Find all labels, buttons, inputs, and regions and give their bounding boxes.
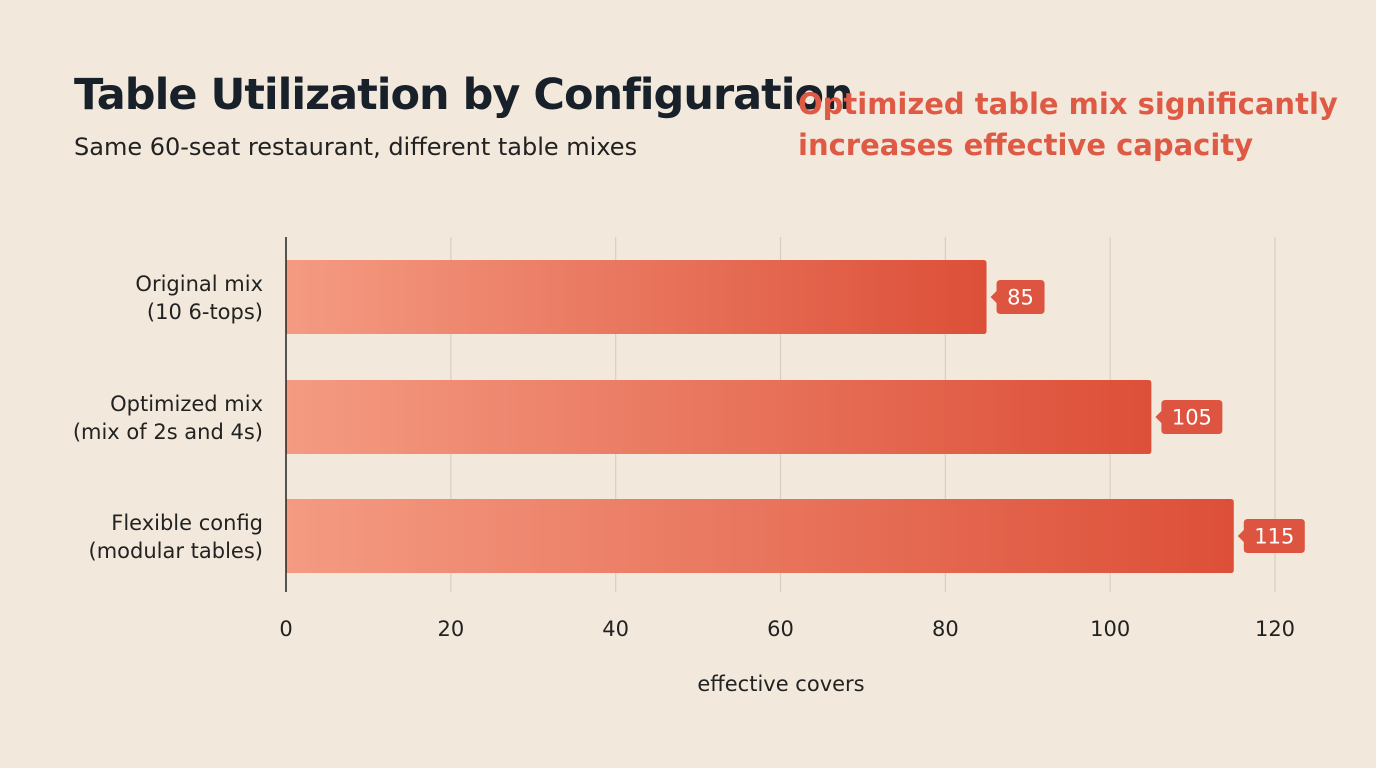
category-label: (mix of 2s and 4s) bbox=[73, 420, 263, 444]
x-tick-label: 40 bbox=[602, 617, 629, 641]
bar bbox=[286, 260, 987, 334]
category-label: (10 6-tops) bbox=[147, 300, 263, 324]
bar bbox=[286, 499, 1234, 573]
chart-annotation: Optimized table mix significantly increa… bbox=[798, 87, 1338, 162]
category-label: Optimized mix bbox=[110, 392, 263, 416]
x-tick-label: 20 bbox=[437, 617, 464, 641]
category-label: (modular tables) bbox=[89, 539, 263, 563]
x-tick-label: 120 bbox=[1255, 617, 1295, 641]
data-label-badge bbox=[990, 280, 1045, 314]
data-label: 115 bbox=[1254, 525, 1294, 549]
category-label: Flexible config bbox=[111, 511, 263, 535]
chart-subtitle: Same 60-seat restaurant, different table… bbox=[74, 133, 638, 161]
chart-title: Table Utilization by Configuration bbox=[74, 70, 854, 120]
data-label-badge bbox=[1237, 519, 1305, 553]
x-axis-label: effective covers bbox=[697, 672, 864, 696]
x-tick-label: 100 bbox=[1090, 617, 1130, 641]
category-label: Original mix bbox=[135, 272, 263, 296]
data-label: 85 bbox=[1007, 286, 1034, 310]
x-tick-label: 0 bbox=[279, 617, 292, 641]
bar bbox=[286, 380, 1152, 454]
data-label-badge bbox=[1155, 400, 1223, 434]
data-label: 105 bbox=[1172, 406, 1212, 430]
x-tick-label: 80 bbox=[932, 617, 959, 641]
x-tick-label: 60 bbox=[767, 617, 794, 641]
